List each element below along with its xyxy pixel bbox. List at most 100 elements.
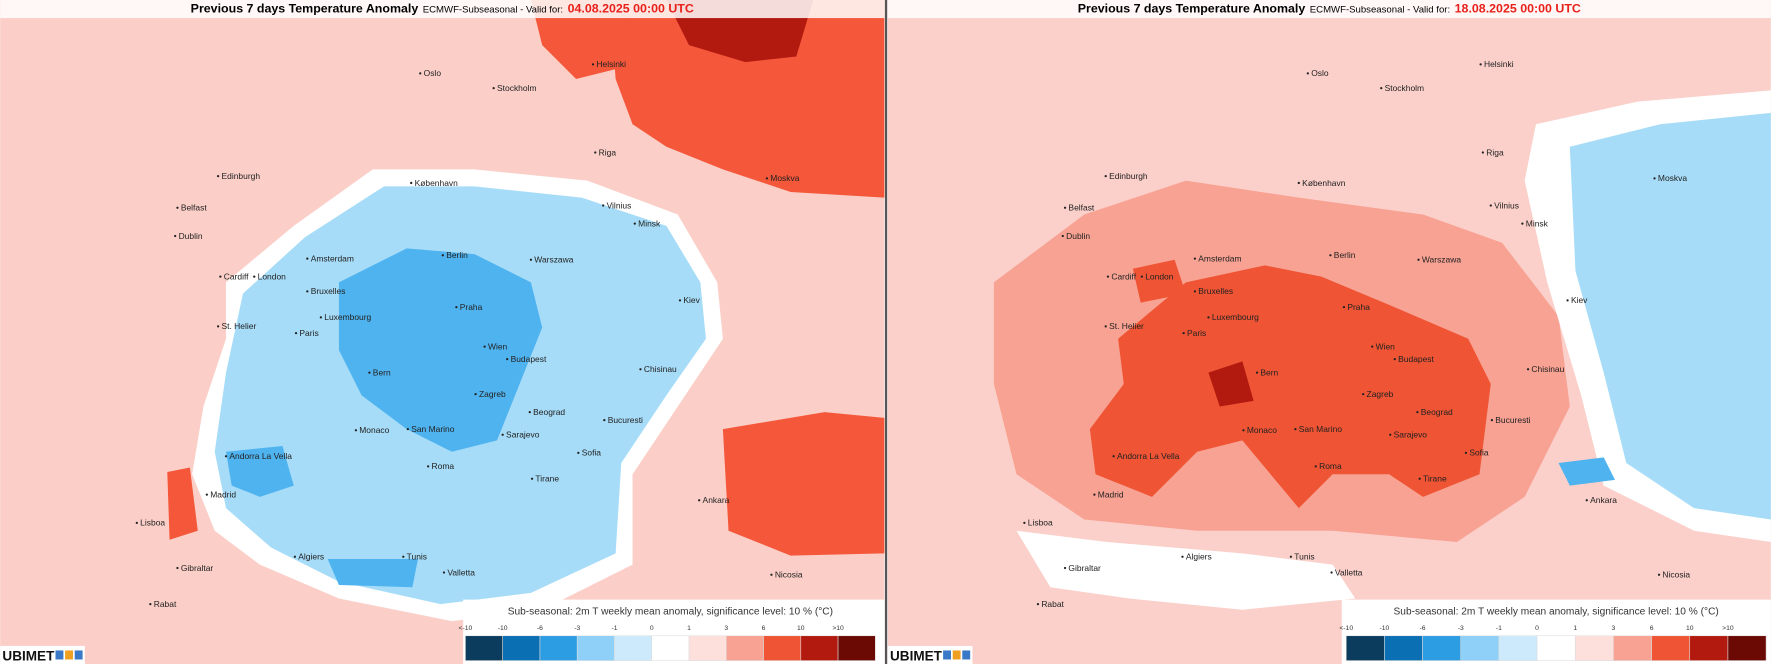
legend-swatch: [1727, 635, 1767, 661]
legend-swatch: [1613, 635, 1652, 661]
city-label: San Marino: [411, 424, 455, 434]
city-label: Paris: [299, 328, 318, 338]
city-label: Bucuresti: [1495, 415, 1530, 425]
city-label: St. Helier: [222, 321, 257, 331]
legend-swatch: [576, 635, 615, 661]
city-dot: [1297, 181, 1300, 185]
logo-icon: [962, 650, 971, 660]
city-label: St. Helier: [1109, 321, 1144, 331]
city-dot: [1490, 418, 1494, 422]
city-label: San Marino: [1299, 424, 1343, 434]
logo-icon: [952, 650, 961, 660]
city-dot: [410, 181, 413, 185]
city-dot: [354, 429, 358, 432]
city-dot: [294, 332, 298, 335]
title-main: Previous 7 days Temperature Anomaly: [191, 1, 419, 15]
city-label: Stockholm: [1385, 83, 1424, 93]
city-dot: [698, 499, 701, 502]
legend-label: -3: [1458, 625, 1464, 632]
legend-swatch: [1689, 635, 1729, 661]
legend-label: 0: [1535, 625, 1539, 632]
legend-swatch: [539, 635, 578, 661]
city-label: Zagreb: [1367, 389, 1394, 399]
city-dot: [216, 325, 220, 328]
legend-swatch: [763, 635, 802, 661]
legend-label: -6: [1420, 625, 1426, 632]
panel: Oslo Stockholm Helsinki Riga Moskva København…: [887, 1, 1767, 664]
city-label: Andorra La Vella: [229, 451, 292, 461]
city-label: København: [1302, 178, 1346, 188]
city-label: Rabat: [154, 599, 177, 609]
city-label: Berlin: [1334, 250, 1356, 260]
city-dot: [1417, 258, 1420, 261]
city-dot: [577, 451, 580, 454]
city-label: Bern: [1260, 367, 1278, 377]
city-label: Kiev: [1571, 295, 1588, 305]
city-dot: [1140, 275, 1143, 278]
city-label: Luxembourg: [324, 312, 371, 322]
legend-label: 10: [797, 625, 805, 632]
city-label: Tirane: [1423, 474, 1447, 484]
city-dot: [1023, 521, 1026, 524]
city-label: Dublin: [1066, 231, 1090, 241]
city-label: Andorra La Vella: [1117, 451, 1180, 461]
city-dot: [1063, 566, 1067, 570]
logo-bg: [0, 645, 85, 664]
legend-swatch: [502, 635, 541, 661]
city-dot: [427, 465, 430, 468]
legend-swatch: [725, 635, 764, 661]
city-dot: [319, 316, 323, 319]
title-date: 18.08.2025 00:00 UTC: [1455, 1, 1581, 15]
city-label: Edinburgh: [1109, 171, 1148, 181]
city-dot: [603, 418, 606, 422]
city-dot: [293, 555, 297, 558]
city-label: Vilnius: [1494, 200, 1519, 210]
right-map: [887, 0, 1771, 664]
city-dot: [135, 521, 138, 524]
legend-label: >10: [832, 625, 844, 632]
legend-label: 1: [687, 625, 691, 632]
city-dot: [639, 368, 642, 371]
city-label: Dublin: [179, 231, 203, 241]
city-label: Bruxelles: [311, 286, 346, 296]
city-label: Minsk: [638, 218, 661, 228]
legend-label: -1: [1496, 625, 1502, 632]
city-label: Algiers: [298, 552, 324, 562]
city-dot: [402, 555, 405, 558]
city-dot: [1362, 392, 1365, 396]
city-dot: [1294, 427, 1297, 431]
city-label: Ankara: [1590, 495, 1617, 505]
city-label: Riga: [1486, 147, 1504, 157]
city-label: Madrid: [210, 489, 236, 499]
city-dot: [1181, 555, 1184, 558]
city-label: Nicosia: [1662, 570, 1690, 580]
city-label: Riga: [599, 147, 617, 157]
city-label: Valletta: [1335, 567, 1363, 577]
city-dot: [306, 257, 309, 260]
city-label: Wien: [1376, 342, 1396, 352]
legend-caption: Sub-seasonal: 2m T weekly mean anomaly, …: [508, 606, 833, 617]
city-label: Cardiff: [1111, 271, 1136, 281]
legend-swatch: [1345, 635, 1385, 661]
city-dot: [1464, 451, 1468, 454]
legend-label: 0: [650, 625, 654, 632]
city-dot: [1566, 299, 1569, 302]
city-label: Helsinki: [596, 59, 626, 69]
legend-swatch: [1384, 635, 1423, 661]
city-dot: [1418, 477, 1421, 480]
city-label: Chisinau: [644, 364, 677, 374]
city-label: Cardiff: [224, 271, 249, 281]
city-label: Belfast: [181, 203, 207, 213]
city-dot: [1416, 411, 1419, 414]
city-dot: [591, 63, 595, 66]
city-dot: [1521, 222, 1524, 225]
city-label: Algiers: [1186, 552, 1212, 562]
city-label: Wien: [488, 342, 508, 352]
city-label: Beograd: [533, 407, 565, 417]
city-label: Amsterdam: [1198, 253, 1241, 263]
city-dot: [1036, 603, 1040, 606]
city-dot: [1526, 368, 1530, 371]
city-dot: [529, 258, 533, 261]
